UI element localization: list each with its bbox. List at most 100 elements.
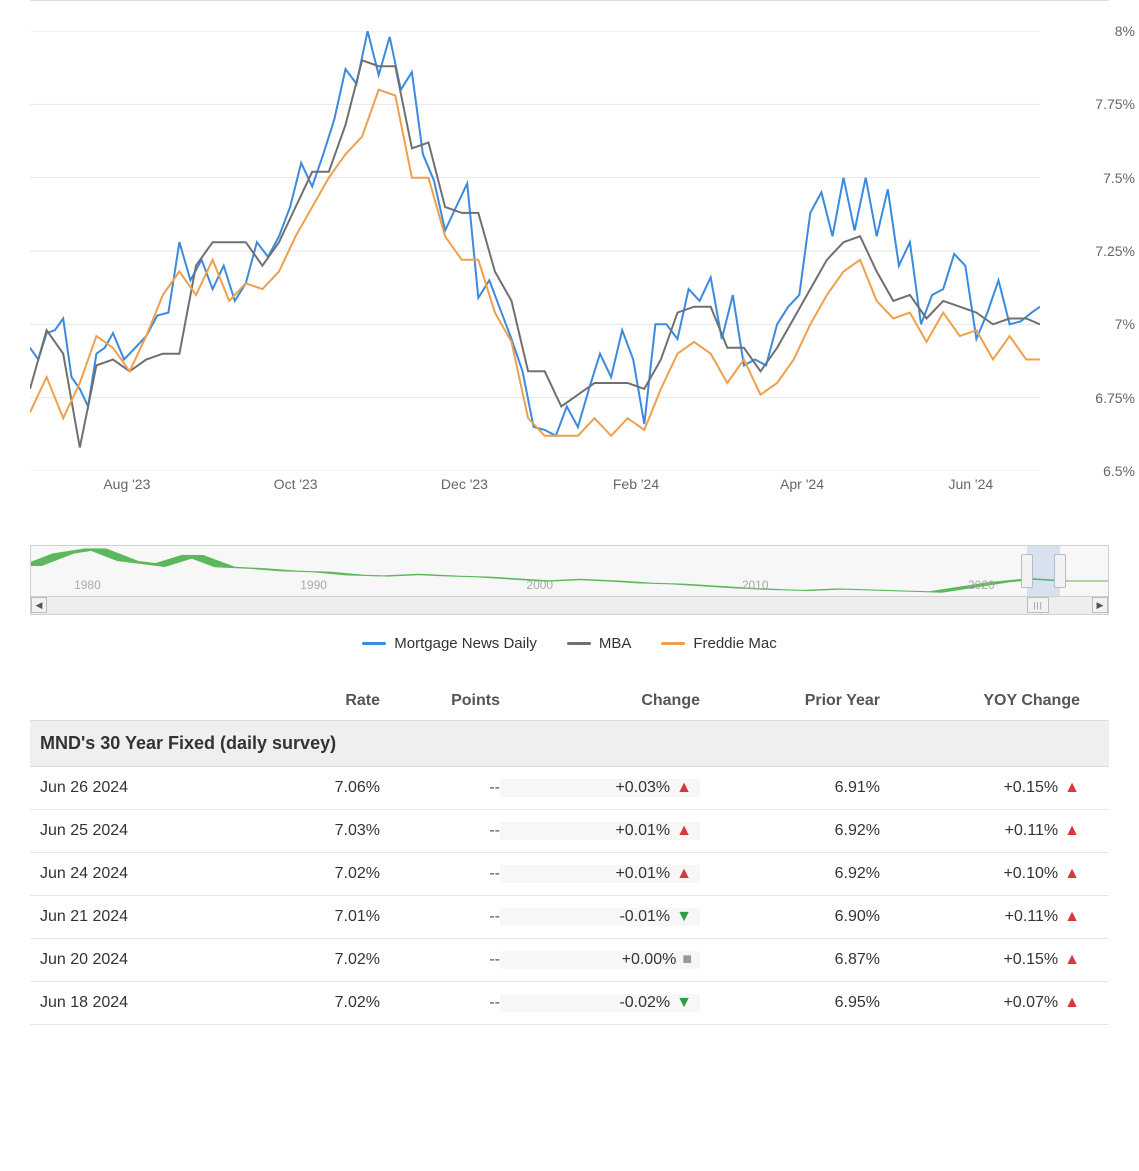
navigator-scroll-right[interactable]: ▶ — [1092, 597, 1108, 613]
arrow-up-icon: ▲ — [676, 865, 692, 883]
arrow-up-icon: ▲ — [1064, 908, 1080, 926]
column-header-prior-year: Prior Year — [700, 692, 880, 710]
cell-change: +0.01%▲ — [500, 865, 700, 883]
cell-rate: 7.02% — [260, 951, 380, 969]
cell-rate: 7.02% — [260, 865, 380, 883]
table-row: Jun 18 20247.02%---0.02%▼6.95%+0.07%▲ — [30, 982, 1109, 1025]
cell-rate: 7.01% — [260, 908, 380, 926]
arrow-up-icon: ▲ — [1064, 865, 1080, 883]
navigator-decade-labels: 1980 1990 2000 2010 2020 — [31, 578, 1108, 596]
cell-points: -- — [380, 822, 500, 840]
cell-prior-year: 6.90% — [700, 908, 880, 926]
y-tick-label: 7.25% — [1095, 243, 1135, 259]
x-tick-label: Dec '23 — [441, 476, 488, 492]
arrow-up-icon: ▲ — [1064, 951, 1080, 969]
cell-prior-year: 6.87% — [700, 951, 880, 969]
cell-change: -0.02%▼ — [500, 994, 700, 1012]
column-header-yoy-change: YOY Change — [880, 692, 1080, 710]
navigator-decade-label: 2010 — [742, 578, 769, 592]
cell-change: +0.00%■ — [500, 951, 700, 969]
cell-points: -- — [380, 994, 500, 1012]
table-row: Jun 20 20247.02%--+0.00%■6.87%+0.15%▲ — [30, 939, 1109, 982]
x-axis-labels: Aug '23Oct '23Dec '23Feb '24Apr '24Jun '… — [30, 476, 1040, 506]
navigator-handle-left[interactable] — [1021, 554, 1033, 588]
cell-change: +0.01%▲ — [500, 822, 700, 840]
table-row: Jun 24 20247.02%--+0.01%▲6.92%+0.10%▲ — [30, 853, 1109, 896]
legend-swatch — [362, 642, 386, 645]
cell-date: Jun 18 2024 — [30, 994, 260, 1012]
series-line — [30, 31, 1040, 436]
cell-date: Jun 21 2024 — [30, 908, 260, 926]
legend-item[interactable]: Freddie Mac — [661, 635, 776, 652]
y-tick-label: 6.5% — [1103, 463, 1135, 479]
x-tick-label: Oct '23 — [274, 476, 318, 492]
series-line — [30, 60, 1040, 447]
arrow-up-icon: ▲ — [1064, 779, 1080, 797]
table-row: Jun 26 20247.06%--+0.03%▲6.91%+0.15%▲ — [30, 767, 1109, 810]
cell-date: Jun 20 2024 — [30, 951, 260, 969]
x-tick-label: Aug '23 — [103, 476, 150, 492]
series-line — [30, 90, 1040, 436]
cell-prior-year: 6.92% — [700, 865, 880, 883]
table-section-title: MND's 30 Year Fixed (daily survey) — [30, 720, 1109, 767]
legend-label: Freddie Mac — [693, 635, 776, 652]
column-header-change: Change — [500, 692, 700, 710]
arrow-up-icon: ▲ — [1064, 822, 1080, 840]
chart-plot[interactable] — [30, 31, 1040, 471]
navigator-decade-label: 2020 — [968, 578, 995, 592]
rate-chart[interactable]: 6.5%6.75%7%7.25%7.5%7.75%8% Aug '23Oct '… — [30, 0, 1109, 540]
cell-change: -0.01%▼ — [500, 908, 700, 926]
arrow-up-icon: ▲ — [676, 822, 692, 840]
chart-legend: Mortgage News Daily MBA Freddie Mac — [30, 635, 1109, 652]
cell-date: Jun 24 2024 — [30, 865, 260, 883]
rate-table-body: Jun 26 20247.06%--+0.03%▲6.91%+0.15%▲Jun… — [30, 767, 1109, 1025]
cell-change: +0.03%▲ — [500, 779, 700, 797]
navigator-scroll-thumb[interactable]: ||| — [1027, 597, 1049, 613]
cell-date: Jun 25 2024 — [30, 822, 260, 840]
cell-points: -- — [380, 908, 500, 926]
table-header-row: Rate Points Change Prior Year YOY Change — [30, 682, 1109, 720]
x-tick-label: Apr '24 — [780, 476, 824, 492]
arrow-down-icon: ▼ — [676, 994, 692, 1012]
cell-points: -- — [380, 865, 500, 883]
cell-rate: 7.02% — [260, 994, 380, 1012]
legend-swatch — [567, 642, 591, 645]
cell-points: -- — [380, 951, 500, 969]
cell-date: Jun 26 2024 — [30, 779, 260, 797]
table-row: Jun 21 20247.01%---0.01%▼6.90%+0.11%▲ — [30, 896, 1109, 939]
arrow-down-icon: ▼ — [676, 908, 692, 926]
cell-yoy-change: +0.15%▲ — [880, 951, 1080, 969]
y-tick-label: 7% — [1115, 316, 1135, 332]
legend-label: MBA — [599, 635, 632, 652]
y-axis-labels: 6.5%6.75%7%7.25%7.5%7.75%8% — [1045, 31, 1135, 471]
legend-item[interactable]: Mortgage News Daily — [362, 635, 537, 652]
navigator-handle-right[interactable] — [1054, 554, 1066, 588]
navigator-scroll-left[interactable]: ◀ — [31, 597, 47, 613]
y-tick-label: 6.75% — [1095, 390, 1135, 406]
navigator-decade-label: 1980 — [74, 578, 101, 592]
column-header-points: Points — [380, 692, 500, 710]
arrow-flat-icon: ■ — [682, 951, 692, 969]
navigator-decade-label: 1990 — [300, 578, 327, 592]
cell-rate: 7.06% — [260, 779, 380, 797]
cell-yoy-change: +0.10%▲ — [880, 865, 1080, 883]
legend-swatch — [661, 642, 685, 645]
chart-navigator[interactable]: 1980 1990 2000 2010 2020 ◀ ||| ▶ — [30, 545, 1109, 615]
cell-rate: 7.03% — [260, 822, 380, 840]
arrow-up-icon: ▲ — [676, 779, 692, 797]
navigator-scrollbar[interactable]: ◀ ||| ▶ — [31, 596, 1108, 614]
cell-prior-year: 6.92% — [700, 822, 880, 840]
legend-label: Mortgage News Daily — [394, 635, 537, 652]
y-tick-label: 7.5% — [1103, 170, 1135, 186]
cell-prior-year: 6.95% — [700, 994, 880, 1012]
navigator-decade-label: 2000 — [526, 578, 553, 592]
legend-item[interactable]: MBA — [567, 635, 632, 652]
cell-points: -- — [380, 779, 500, 797]
cell-yoy-change: +0.15%▲ — [880, 779, 1080, 797]
cell-yoy-change: +0.11%▲ — [880, 822, 1080, 840]
y-tick-label: 7.75% — [1095, 96, 1135, 112]
arrow-up-icon: ▲ — [1064, 994, 1080, 1012]
y-tick-label: 8% — [1115, 23, 1135, 39]
x-tick-label: Feb '24 — [613, 476, 659, 492]
cell-yoy-change: +0.11%▲ — [880, 908, 1080, 926]
